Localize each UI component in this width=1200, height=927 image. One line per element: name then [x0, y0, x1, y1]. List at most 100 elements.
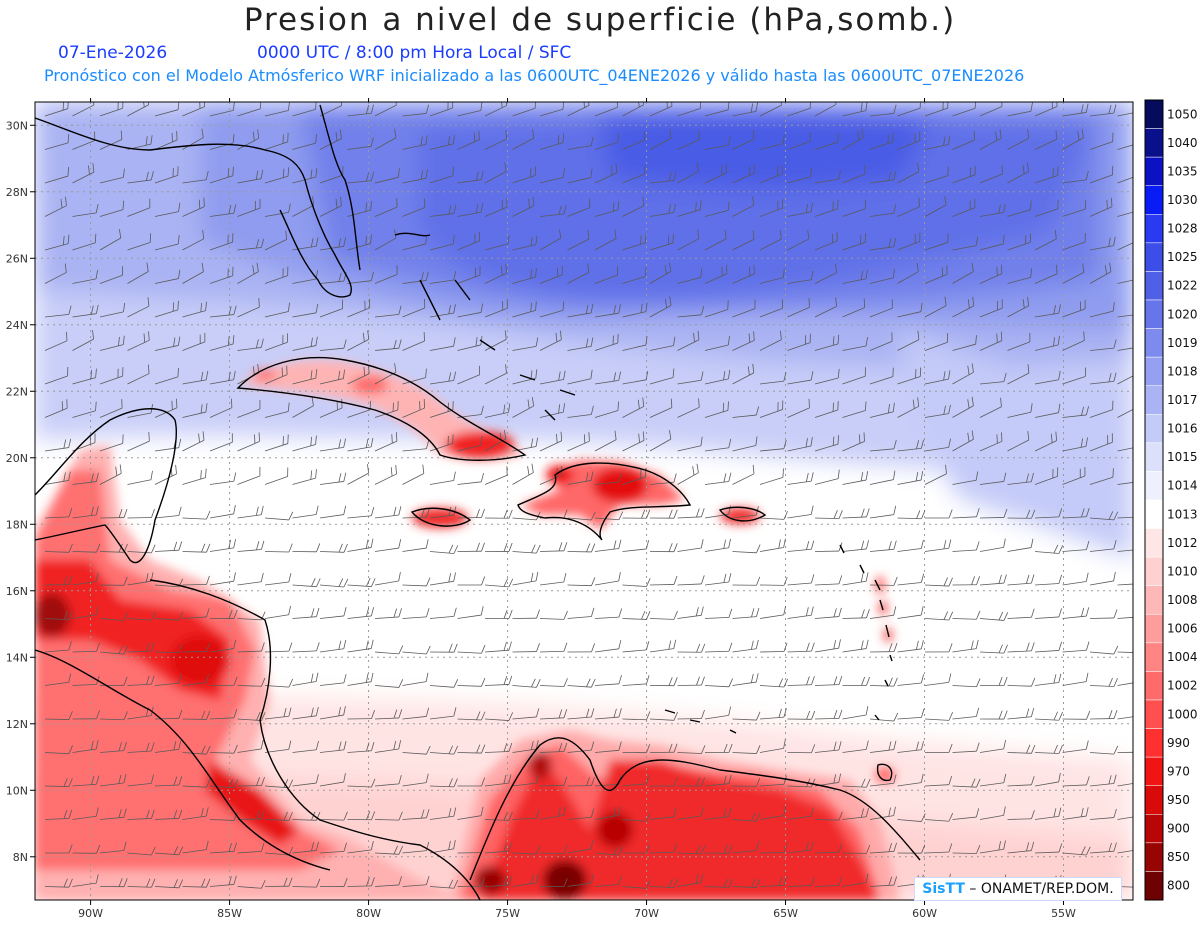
wind-barb [182, 642, 210, 653]
wind-barb [154, 541, 183, 552]
wind-barb [539, 742, 568, 753]
wind-barb [154, 644, 183, 654]
wind-barb [924, 370, 951, 385]
wind-barb [732, 639, 759, 653]
lon-tick-label: 85W [217, 907, 242, 920]
wind-barb [677, 330, 700, 351]
wind-barb [787, 202, 813, 217]
wind-barb [594, 875, 622, 887]
wind-barb [347, 271, 374, 284]
wind-barb [264, 230, 288, 251]
wind-barb [677, 371, 704, 385]
wind-barb [649, 129, 672, 150]
wind-barb [127, 233, 152, 251]
wind-barb [622, 812, 651, 822]
wind-barb [649, 262, 672, 284]
lat-tick-label: 24N [6, 319, 28, 332]
wind-barb [979, 432, 1003, 452]
wind-barb [787, 270, 814, 284]
wind-barb [1117, 347, 1133, 351]
wind-barb [622, 610, 651, 620]
wind-barb [429, 506, 457, 519]
wind-barb [897, 262, 919, 284]
wind-barb [292, 102, 317, 117]
wind-barb [594, 200, 620, 217]
wind-barb [484, 811, 513, 821]
wind-barb [842, 778, 871, 788]
wind-barb [649, 368, 675, 385]
wind-barb [484, 842, 512, 854]
wind-barb [539, 133, 565, 150]
wind-barb [429, 778, 458, 788]
wind-barb [154, 506, 182, 519]
wind-barb [759, 372, 787, 385]
wind-barb [237, 129, 260, 150]
wind-barb [44, 438, 72, 452]
wind-barb [44, 133, 70, 150]
colorbar-label: 1020 [1167, 307, 1198, 321]
wind-barb [402, 876, 430, 887]
wind-barb [677, 539, 704, 552]
wind-barb [567, 198, 591, 217]
wind-barb [512, 463, 534, 485]
wind-barb [182, 468, 207, 485]
wind-barb [209, 472, 237, 485]
wind-barb [457, 170, 484, 184]
wind-barb [319, 543, 348, 553]
wind-barb [237, 711, 266, 721]
wind-barb [732, 436, 758, 452]
wind-barb [814, 709, 843, 720]
wind-barb [979, 739, 1006, 753]
wind-barb [209, 779, 239, 789]
wind-barb [154, 300, 179, 318]
wind-barb [182, 170, 209, 184]
wind-barb [1117, 816, 1133, 820]
wind-barb [292, 336, 318, 351]
wind-barb [567, 168, 593, 184]
wind-barb [44, 576, 73, 586]
wind-barb [237, 338, 264, 351]
wind-barb [952, 165, 976, 184]
wind-barb [484, 641, 512, 653]
wind-barb [209, 102, 235, 117]
wind-barb [1007, 268, 1033, 284]
wind-barb [72, 131, 96, 150]
wind-barb [539, 776, 568, 787]
wind-barb [512, 268, 537, 284]
wind-barb [897, 197, 920, 217]
wind-barb [347, 639, 374, 653]
wind-barb [1089, 262, 1112, 284]
wind-barb [622, 302, 648, 318]
wind-barb [704, 608, 733, 619]
wind-barb [292, 369, 318, 385]
wind-barb [539, 573, 567, 586]
wind-barb [347, 201, 372, 217]
wind-barb [869, 440, 897, 452]
wind-barb [374, 432, 398, 452]
wind-barb [952, 296, 975, 318]
colorbar-swatch [1144, 156, 1164, 186]
wind-barb [402, 672, 429, 686]
wind-barb [319, 741, 347, 753]
wind-barb [979, 840, 1006, 854]
wind-barb [1117, 112, 1133, 117]
lon-tick-label: 70W [634, 907, 659, 920]
wind-barb [897, 302, 923, 318]
wind-barb [897, 606, 924, 619]
wind-barb [319, 438, 346, 452]
wind-barb [594, 608, 623, 619]
wind-barb [182, 840, 209, 854]
wind-barb [1117, 583, 1133, 586]
wind-barb [924, 843, 953, 854]
wind-barb [484, 609, 513, 619]
wind-barb [264, 511, 294, 521]
wind-barb [154, 166, 179, 184]
wind-barb [732, 812, 761, 822]
wind-barb [649, 808, 677, 820]
wind-barb [182, 197, 205, 217]
wind-barb [649, 878, 678, 888]
wind-barb [292, 237, 319, 251]
wind-barbs [44, 102, 1133, 889]
wind-barb [594, 708, 622, 720]
wind-barb [622, 267, 647, 284]
